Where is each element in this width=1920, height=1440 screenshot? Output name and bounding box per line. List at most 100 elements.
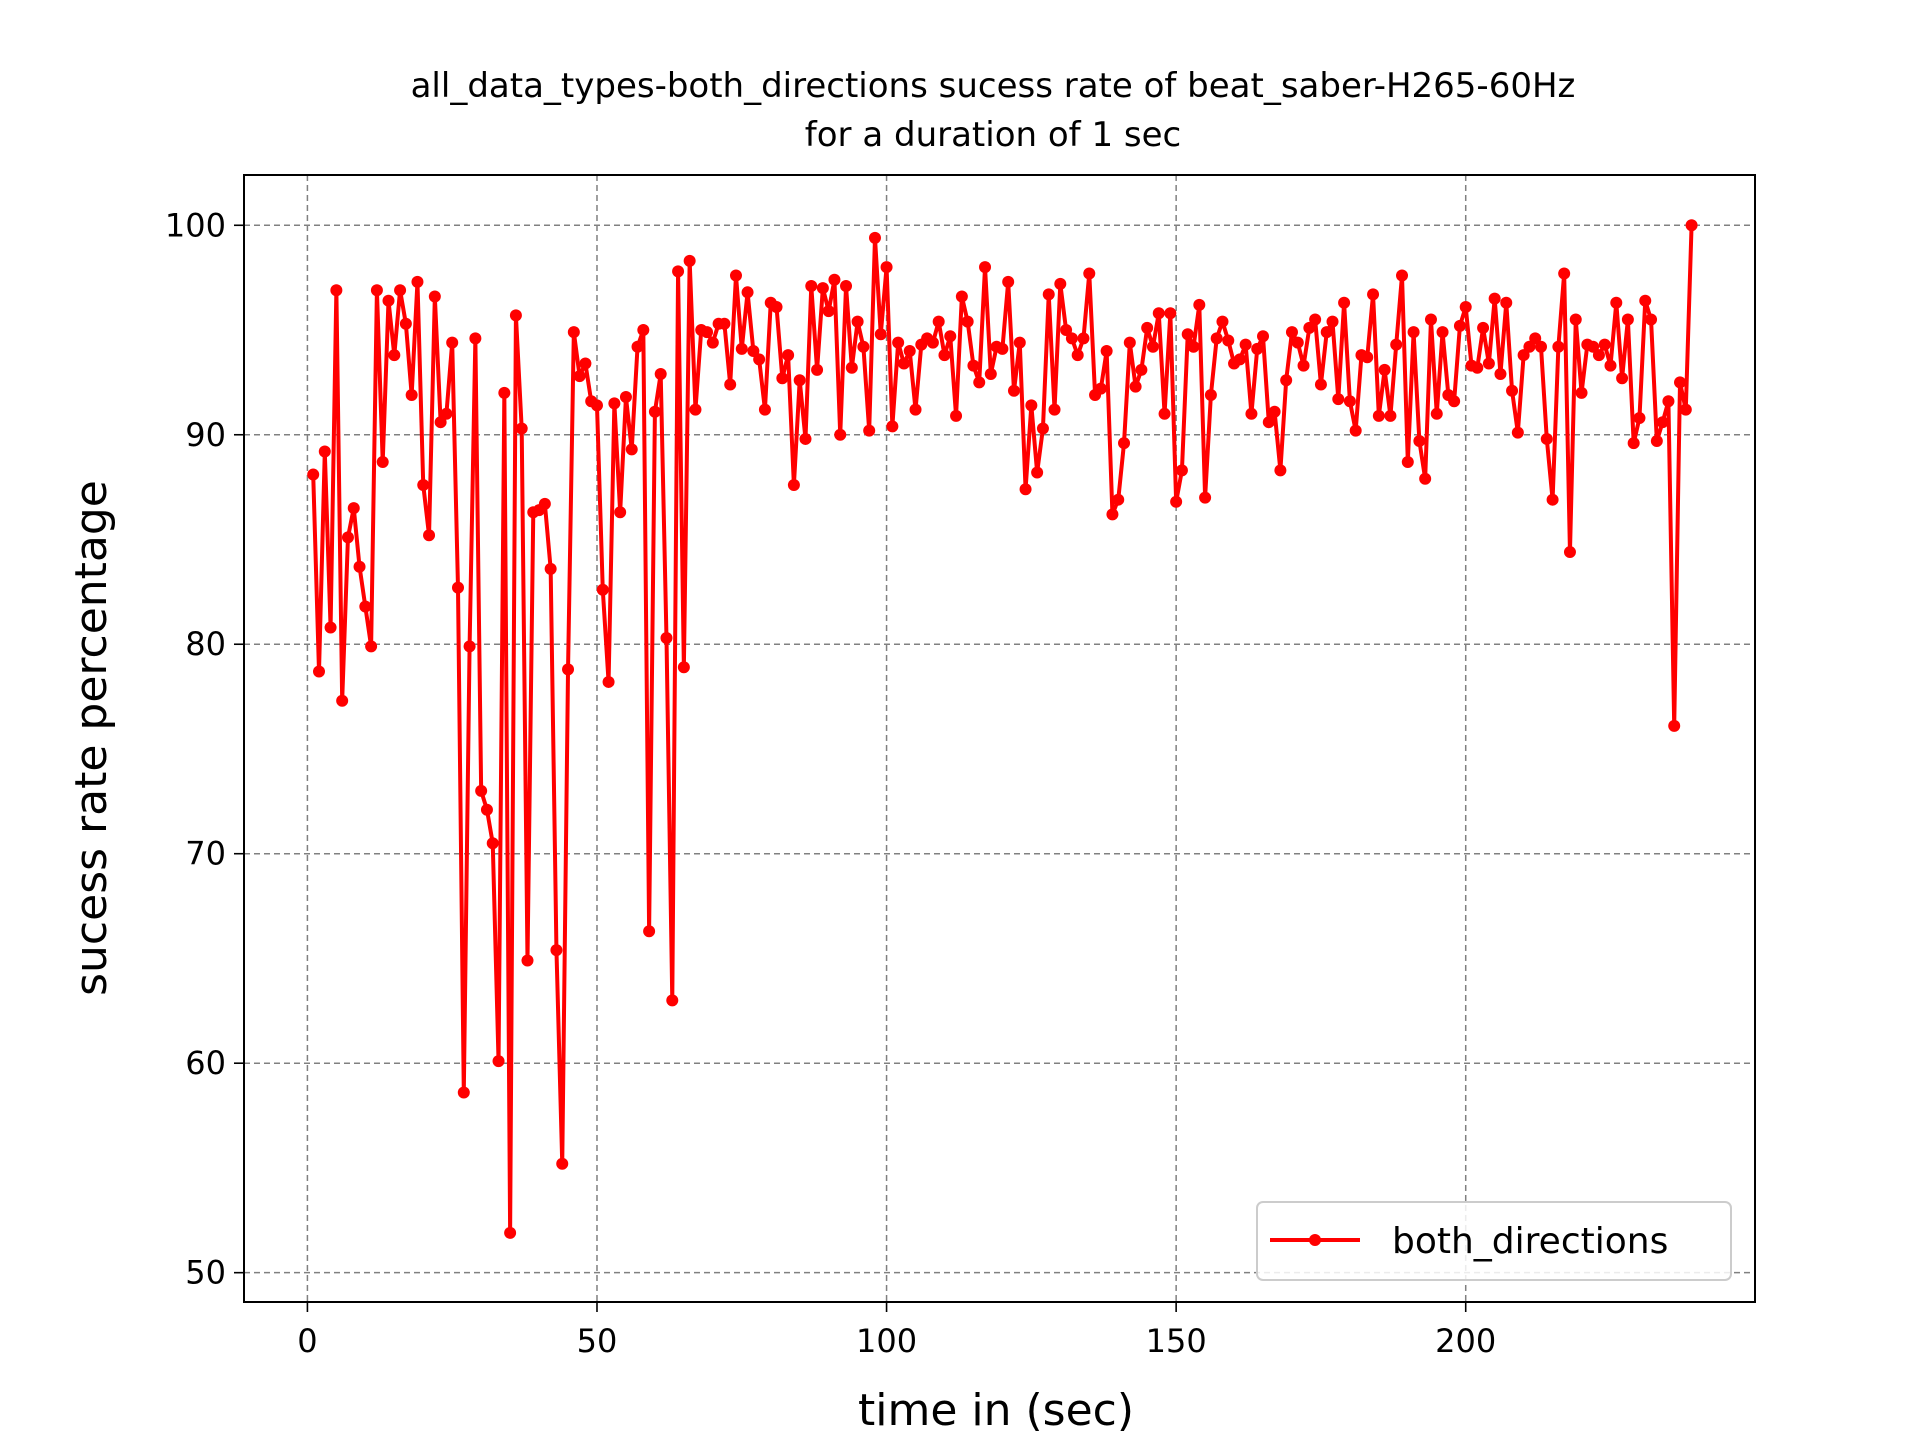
data-point bbox=[1257, 330, 1270, 343]
data-point bbox=[1477, 321, 1490, 334]
data-point bbox=[874, 328, 887, 341]
data-point bbox=[486, 837, 499, 850]
data-point bbox=[1511, 426, 1524, 439]
data-point bbox=[677, 661, 690, 674]
data-point bbox=[909, 403, 922, 416]
data-point bbox=[776, 372, 789, 385]
data-point bbox=[1106, 508, 1119, 521]
data-point bbox=[903, 344, 916, 357]
data-point bbox=[336, 694, 349, 707]
data-point bbox=[747, 344, 760, 357]
data-point bbox=[897, 357, 910, 370]
data-point bbox=[753, 353, 766, 366]
data-point bbox=[1413, 435, 1426, 448]
data-point bbox=[1546, 493, 1559, 506]
data-point bbox=[1199, 491, 1212, 504]
data-point bbox=[799, 432, 812, 445]
chart-title: all_data_types-both_directions sucess ra… bbox=[411, 66, 1576, 106]
data-point bbox=[1210, 332, 1223, 345]
data-point bbox=[955, 290, 968, 303]
data-point bbox=[498, 386, 511, 399]
data-point bbox=[556, 1157, 569, 1170]
data-point bbox=[1396, 269, 1409, 282]
data-point bbox=[573, 370, 586, 383]
data-point bbox=[845, 361, 858, 374]
data-point bbox=[868, 231, 881, 244]
data-point bbox=[619, 391, 632, 404]
y-tick-label: 90 bbox=[185, 416, 226, 454]
data-point bbox=[1523, 340, 1536, 353]
y-tick-label: 60 bbox=[185, 1044, 226, 1082]
data-point bbox=[1430, 407, 1443, 420]
data-point bbox=[880, 261, 893, 274]
data-point bbox=[1656, 416, 1669, 429]
data-point bbox=[1077, 332, 1090, 345]
chart-subtitle: for a duration of 1 sec bbox=[805, 115, 1181, 155]
data-point bbox=[758, 403, 771, 416]
data-point bbox=[457, 1086, 470, 1099]
x-tick-label: 150 bbox=[1146, 1322, 1207, 1360]
data-point bbox=[1592, 349, 1605, 362]
data-point bbox=[643, 925, 656, 938]
data-point bbox=[1453, 319, 1466, 332]
data-point bbox=[1662, 395, 1675, 408]
data-point bbox=[1083, 267, 1096, 280]
data-point bbox=[480, 803, 493, 816]
data-point bbox=[1112, 493, 1125, 506]
data-point bbox=[550, 944, 563, 957]
data-point bbox=[1685, 219, 1698, 232]
data-point bbox=[1129, 380, 1142, 393]
data-point bbox=[1285, 326, 1298, 339]
data-point bbox=[388, 349, 401, 362]
data-point bbox=[729, 269, 742, 282]
y-axis-title: sucess rate percentage bbox=[66, 480, 117, 996]
data-point bbox=[1170, 495, 1183, 508]
data-point bbox=[1419, 472, 1432, 485]
data-point bbox=[1448, 395, 1461, 408]
data-point bbox=[1563, 546, 1576, 559]
data-point bbox=[1424, 313, 1437, 326]
axis-ticks: 0 50 100 150 200 50 60 70 80 90 100 bbox=[165, 206, 1496, 1360]
data-point bbox=[1152, 307, 1165, 320]
data-point bbox=[735, 342, 748, 355]
data-point bbox=[475, 784, 488, 797]
data-point bbox=[1303, 321, 1316, 334]
data-point bbox=[1390, 338, 1403, 351]
data-point bbox=[1633, 412, 1646, 424]
data-point bbox=[1407, 326, 1420, 339]
data-point bbox=[950, 409, 963, 422]
data-point bbox=[886, 420, 899, 433]
data-point bbox=[1668, 719, 1681, 732]
data-point bbox=[979, 261, 992, 274]
data-point bbox=[1494, 368, 1507, 381]
x-tick-label: 0 bbox=[297, 1322, 317, 1360]
data-point bbox=[1361, 351, 1374, 364]
data-point bbox=[411, 275, 424, 288]
data-point bbox=[1621, 313, 1634, 326]
data-point bbox=[1598, 338, 1611, 351]
data-point bbox=[1639, 294, 1652, 307]
data-point bbox=[567, 326, 580, 339]
data-point bbox=[318, 445, 331, 458]
data-point bbox=[1320, 326, 1333, 339]
data-point bbox=[1627, 437, 1640, 450]
data-point bbox=[1002, 275, 1015, 288]
data-point bbox=[1500, 296, 1513, 309]
data-point bbox=[452, 581, 464, 594]
data-point bbox=[961, 315, 974, 328]
data-point bbox=[857, 340, 870, 353]
data-point bbox=[579, 357, 592, 370]
data-point bbox=[793, 374, 806, 387]
data-point bbox=[446, 336, 459, 349]
data-point bbox=[1645, 313, 1658, 326]
data-point bbox=[1569, 313, 1582, 326]
data-point bbox=[417, 479, 430, 492]
data-point bbox=[996, 342, 1009, 355]
data-point bbox=[399, 317, 412, 330]
data-point bbox=[938, 349, 951, 362]
data-point bbox=[1506, 384, 1519, 397]
data-point bbox=[701, 326, 714, 339]
data-point bbox=[1193, 298, 1206, 311]
data-point bbox=[1297, 359, 1310, 372]
data-point bbox=[851, 315, 864, 328]
